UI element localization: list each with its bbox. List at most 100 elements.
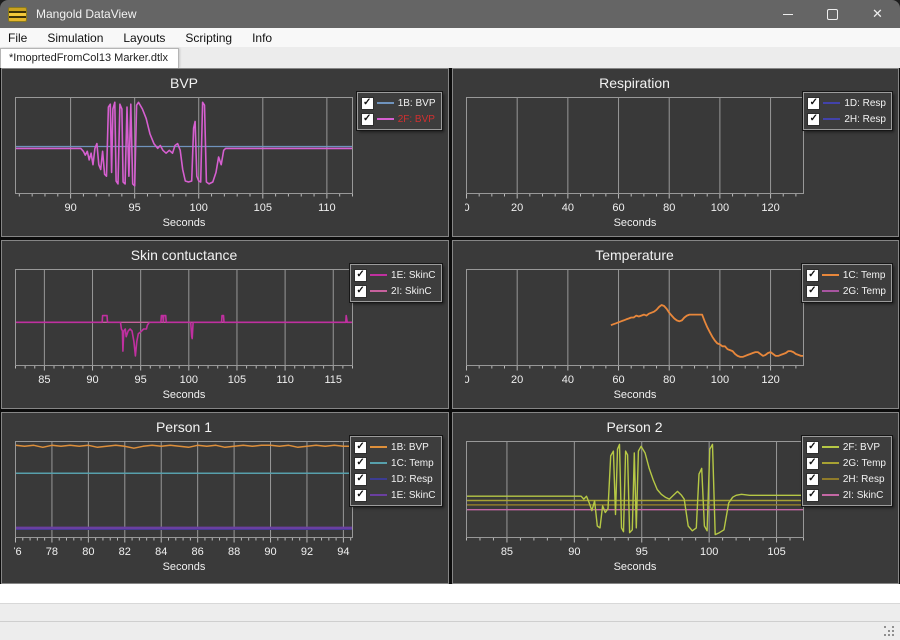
- checked-checkbox-icon[interactable]: [807, 112, 821, 126]
- legend-item-1e-skinc[interactable]: 1E: SkinC: [354, 267, 436, 283]
- legend-item-2h-resp[interactable]: 2H: Resp: [807, 111, 886, 127]
- legend-item-2i-skinc[interactable]: 2I: SkinC: [805, 487, 886, 503]
- close-button[interactable]: ✕: [855, 0, 900, 28]
- checked-checkbox-icon[interactable]: [805, 456, 819, 470]
- legend-item-2f-bvp[interactable]: 2F: BVP: [805, 439, 886, 455]
- menu-item-simulation[interactable]: Simulation: [47, 30, 104, 45]
- checked-checkbox-icon[interactable]: [360, 112, 374, 126]
- status-bar: [0, 621, 900, 640]
- plot-area[interactable]: 76 78 80 82 84 86 88 90 92 94 Seconds: [14, 440, 354, 574]
- tick-label: 90: [568, 546, 580, 558]
- tick-label: 60: [612, 374, 624, 386]
- checked-checkbox-icon[interactable]: [805, 488, 819, 502]
- tick-label: 88: [228, 546, 240, 558]
- checked-checkbox-icon[interactable]: [805, 284, 819, 298]
- tick-label: 92: [301, 546, 313, 558]
- tick-label: 20: [511, 374, 523, 386]
- legend-item-2f-bvp[interactable]: 2F: BVP: [360, 111, 436, 127]
- menu-item-info[interactable]: Info: [252, 30, 273, 45]
- menu-item-file[interactable]: File: [8, 30, 28, 45]
- plot-area[interactable]: 0 20 40 60 80 100 120 Seconds: [465, 96, 805, 230]
- legend-item-label: 1B: BVP: [397, 97, 436, 109]
- series-line-2f-bvp: [15, 101, 353, 187]
- axis-ticks: [465, 193, 796, 199]
- series-color-swatch: [370, 446, 388, 448]
- legend-item-1d-resp[interactable]: 1D: Resp: [807, 95, 886, 111]
- checked-checkbox-icon[interactable]: [807, 96, 821, 110]
- tick-label: 110: [276, 374, 294, 386]
- tick-label: 120: [761, 374, 779, 386]
- series-line-1c-temp: [610, 304, 803, 358]
- legend-item-1c-temp[interactable]: 1C: Temp: [805, 267, 886, 283]
- maximize-button[interactable]: [810, 0, 855, 28]
- legend-item-1e-skinc[interactable]: 1E: SkinC: [354, 487, 436, 503]
- legend-item-1b-bvp[interactable]: 1B: BVP: [354, 439, 435, 455]
- checked-checkbox-icon[interactable]: [805, 472, 819, 486]
- axis-tick-labels: 0 20 40 60 80 100 120 Seconds: [465, 202, 780, 229]
- legend-item-2h-resp[interactable]: 2H: Resp: [805, 471, 886, 487]
- menu-item-layouts[interactable]: Layouts: [123, 30, 166, 45]
- series-color-swatch: [821, 274, 839, 276]
- series-line-1e-skinc: [15, 314, 353, 357]
- resize-grip[interactable]: [884, 626, 895, 637]
- plot-area[interactable]: 0 20 40 60 80 100 120 Seconds: [465, 268, 805, 402]
- plot-area[interactable]: 90 95 100 105 110 Seconds: [14, 96, 354, 230]
- checked-checkbox-icon[interactable]: [354, 456, 368, 470]
- x-axis-label: Seconds: [613, 389, 656, 401]
- app-logo-icon: [8, 6, 27, 22]
- chart-panel-person-1: Person 1 76 78 80 82 84 86 88 90 92 94 Seconds 1B: B…: [1, 412, 449, 584]
- minimize-button[interactable]: [765, 0, 810, 28]
- legend-item-1c-temp[interactable]: 1C: Temp: [354, 455, 435, 471]
- series-color-swatch: [823, 118, 841, 120]
- tick-label: 105: [767, 546, 785, 558]
- legend-item-2g-temp[interactable]: 2G: Temp: [805, 455, 886, 471]
- axis-tick-labels: 85 90 95 100 105 Seconds: [500, 546, 785, 573]
- legend: 1B: BVP 1C: Temp 1D: Resp 1E: SkinC: [349, 435, 443, 507]
- legend-item-label: 1C: Temp: [391, 457, 434, 469]
- tab-imported-file[interactable]: *ImoprtedFromCol13 Marker.dtlx: [0, 48, 179, 68]
- chart-title: Person 1: [155, 419, 213, 435]
- checked-checkbox-icon[interactable]: [805, 440, 819, 454]
- tick-label: 78: [46, 546, 58, 558]
- tick-label: 60: [612, 202, 624, 214]
- tick-label: 105: [254, 202, 272, 214]
- plot-area[interactable]: 85 90 95 100 105 Seconds: [465, 440, 805, 574]
- checked-checkbox-icon[interactable]: [354, 284, 368, 298]
- legend-item-2g-temp[interactable]: 2G: Temp: [805, 283, 886, 299]
- axis-ticks: [465, 365, 796, 371]
- tick-label: 0: [465, 374, 470, 386]
- series-color-swatch: [370, 494, 388, 496]
- chart-panel-temperature: Temperature 0 20 40 60 80 100 120 Seconds 1C: Tem…: [451, 240, 899, 409]
- tick-label: 90: [264, 546, 276, 558]
- chart-title: Temperature: [595, 247, 674, 263]
- legend-item-1d-resp[interactable]: 1D: Resp: [354, 471, 435, 487]
- tick-label: 100: [180, 374, 198, 386]
- legend-item-1b-bvp[interactable]: 1B: BVP: [360, 95, 436, 111]
- legend-item-label: 1C: Temp: [842, 269, 886, 281]
- window-controls: ✕: [765, 0, 900, 28]
- checked-checkbox-icon[interactable]: [354, 440, 368, 454]
- tick-label: 80: [663, 374, 675, 386]
- series-color-swatch: [370, 274, 388, 276]
- checked-checkbox-icon[interactable]: [354, 268, 368, 282]
- legend-item-label: 1B: BVP: [391, 441, 429, 453]
- tick-label: 95: [129, 202, 141, 214]
- checked-checkbox-icon[interactable]: [360, 96, 374, 110]
- menu-item-scripting[interactable]: Scripting: [185, 30, 233, 45]
- tick-label: 120: [761, 202, 779, 214]
- legend-item-2i-skinc[interactable]: 2I: SkinC: [354, 283, 435, 299]
- checked-checkbox-icon[interactable]: [354, 472, 368, 486]
- minimize-icon: [782, 13, 793, 15]
- legend: 2F: BVP 2G: Temp 2H: Resp 2I: SkinC: [800, 435, 894, 507]
- chart-panel-skin-contuctance: Skin contuctance 85 90 95 100 105 110 115 Second…: [1, 240, 449, 409]
- checked-checkbox-icon[interactable]: [805, 268, 819, 282]
- legend-item-label: 2F: BVP: [842, 441, 881, 453]
- tick-label: 115: [324, 374, 342, 386]
- lower-blank-panel: [0, 584, 900, 603]
- series-color-swatch: [821, 478, 839, 480]
- checked-checkbox-icon[interactable]: [354, 488, 368, 502]
- tick-label: 0: [465, 202, 470, 214]
- tick-label: 94: [337, 546, 349, 558]
- plot-area[interactable]: 85 90 95 100 105 110 115 Seconds: [14, 268, 354, 402]
- axis-ticks: [15, 365, 353, 371]
